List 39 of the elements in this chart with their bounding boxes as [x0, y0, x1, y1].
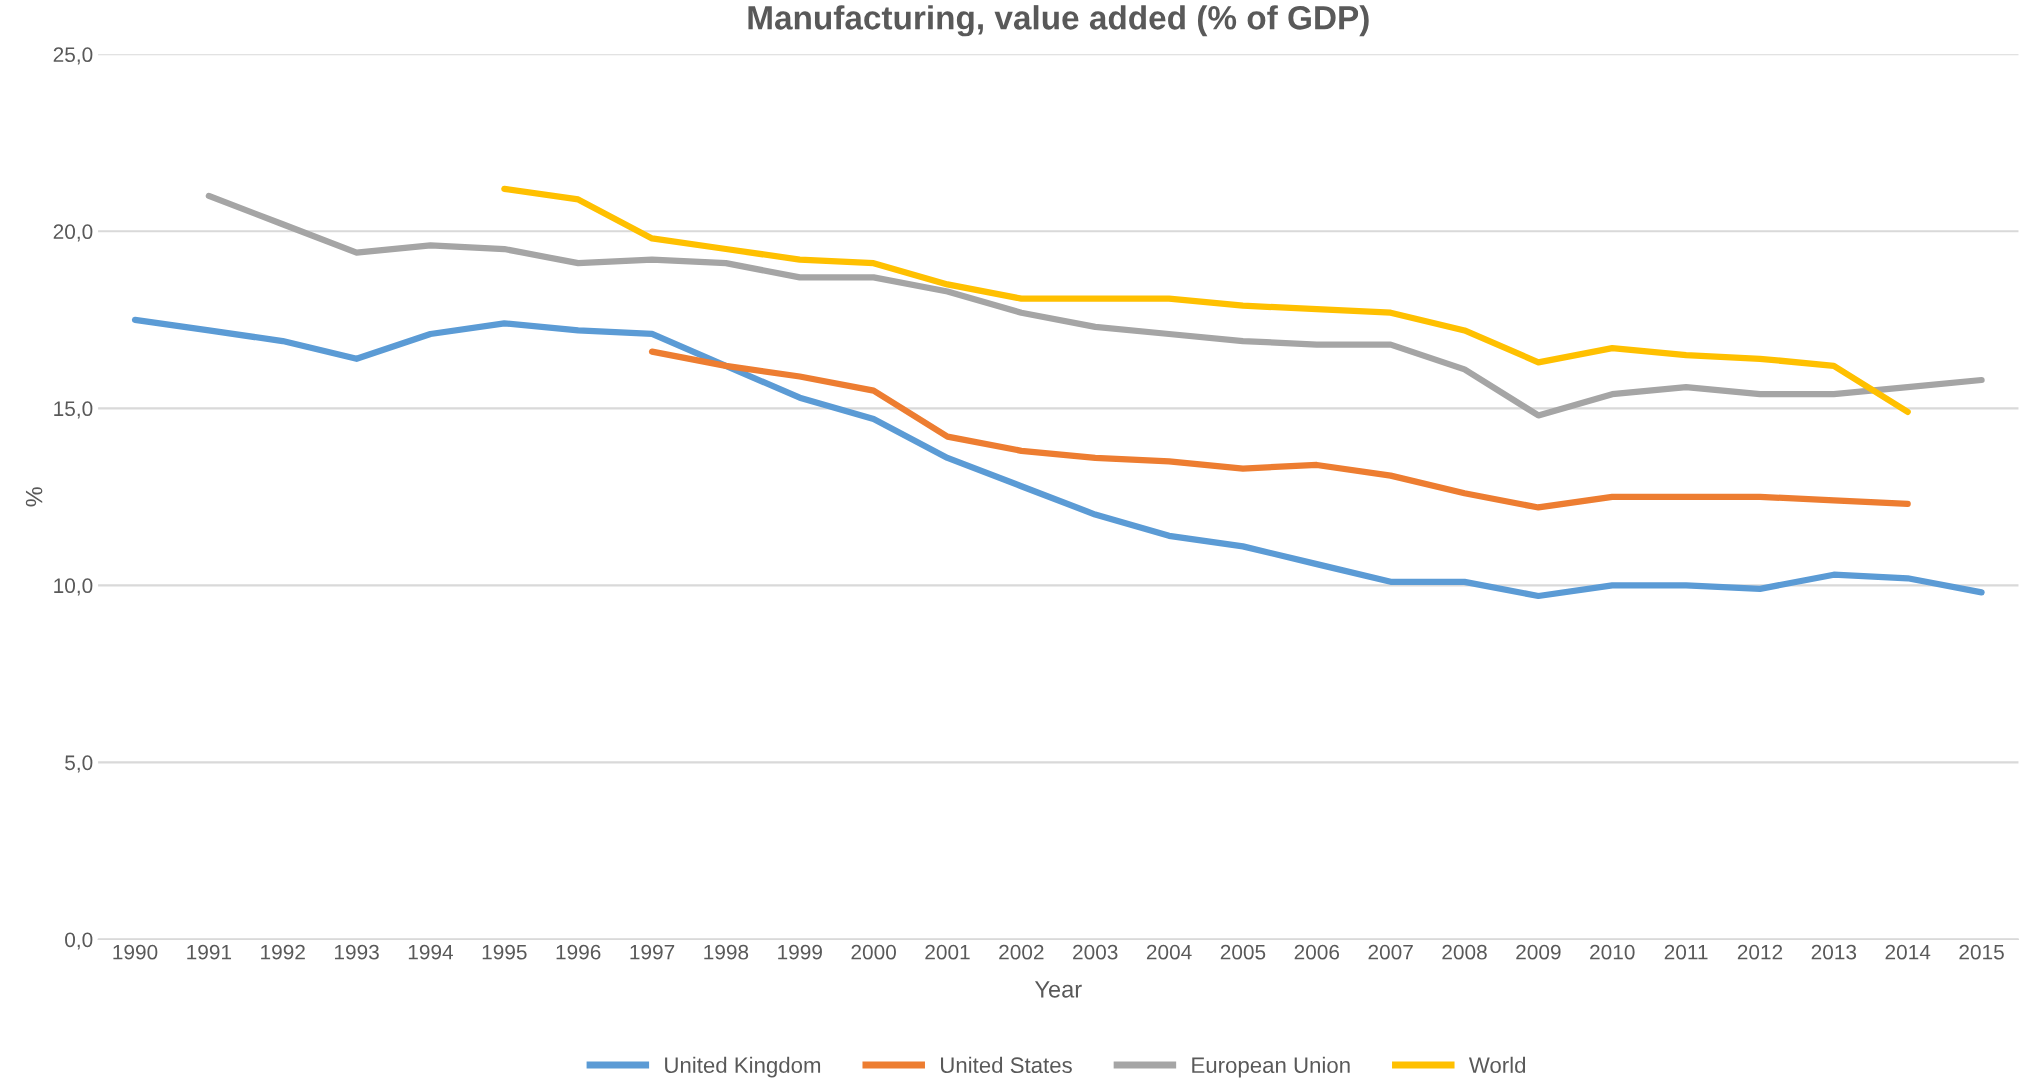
y-tick-label: 0,0	[65, 932, 93, 950]
x-tick-label: 1996	[556, 944, 601, 960]
y-tick-label: 5,0	[65, 755, 93, 773]
x-tick-label: 2014	[1885, 944, 1931, 960]
x-tick-label: 1999	[778, 944, 822, 960]
x-tick-label: 2005	[1220, 944, 1266, 960]
x-tick-label: 2001	[925, 944, 970, 960]
y-tick-label: 10,0	[54, 578, 93, 596]
x-tick-label: 2006	[1294, 944, 1340, 960]
chart-title: Manufacturing, value added (% of GDP)	[748, 5, 1369, 37]
legend-label: United States	[941, 1056, 1072, 1074]
y-tick-label: 25,0	[53, 47, 93, 65]
y-tick-label: 20,0	[53, 224, 93, 242]
x-tick-label: 2015	[1959, 944, 2004, 960]
x-tick-label: 1991	[187, 944, 232, 960]
y-axis-title: %	[25, 487, 43, 507]
x-tick-label: 2013	[1811, 944, 1857, 960]
x-tick-label: 2008	[1442, 944, 1487, 960]
x-tick-label: 2004	[1146, 944, 1192, 960]
legend-label: World	[1468, 1056, 1526, 1074]
x-tick-label: 2009	[1516, 944, 1561, 960]
x-tick-label: 1997	[630, 944, 675, 960]
x-tick-label: 2002	[999, 944, 1044, 960]
x-tick-label: 2003	[1073, 944, 1118, 960]
x-tick-label: 1993	[335, 944, 379, 960]
y-tick-label: 15,0	[54, 401, 93, 419]
x-tick-label: 2000	[851, 944, 896, 960]
x-tick-label: 2010	[1590, 944, 1635, 960]
x-tick-label: 1994	[408, 944, 454, 960]
x-tick-label: 1995	[482, 944, 527, 960]
x-tick-label: 2007	[1368, 944, 1413, 960]
x-tick-label: 1990	[113, 944, 158, 960]
legend-label: European Union	[1192, 1056, 1350, 1078]
x-tick-label: 1992	[261, 944, 305, 960]
x-tick-label: 1998	[704, 944, 749, 960]
x-tick-label: 2012	[1737, 944, 1783, 960]
legend-label: United Kingdom	[665, 1056, 821, 1078]
x-tick-label: 2011	[1664, 944, 1708, 960]
x-axis-title: Year	[1034, 981, 1082, 998]
